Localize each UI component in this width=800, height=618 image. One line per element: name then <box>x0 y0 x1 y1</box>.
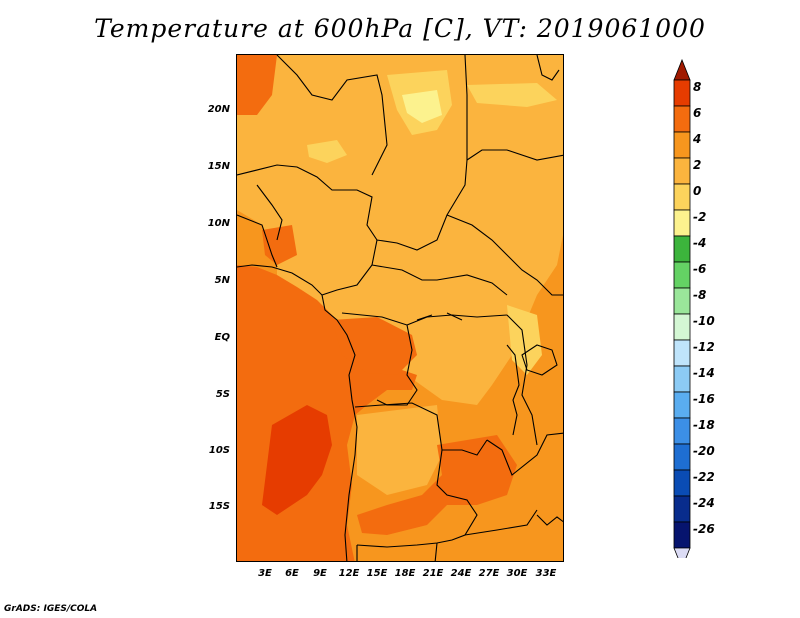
y-tick-label: 10S <box>208 445 230 456</box>
colorbar-tick-label: -14 <box>693 366 715 380</box>
colorbar-tick-label: -12 <box>693 340 715 354</box>
field-0-to-2-c <box>467 83 557 107</box>
colorbar-segment <box>673 521 691 549</box>
colorbar-tick-label: 2 <box>693 158 702 172</box>
border-east <box>466 149 563 161</box>
colorbar-tick-label: 0 <box>693 184 702 198</box>
field-0-to-2-b <box>307 140 347 163</box>
temperature-field-map <box>237 55 563 561</box>
colorbar-segment <box>673 131 691 159</box>
colorbar-segment <box>673 313 691 341</box>
colorbar-segment <box>673 443 691 471</box>
border-zambia-south <box>464 509 538 536</box>
colorbar-segment <box>673 183 691 211</box>
x-tick-label: 27E <box>478 568 500 579</box>
x-tick-label: 3E <box>258 568 272 579</box>
colorbar-tick-label: 6 <box>693 106 702 120</box>
border-drc-east <box>506 314 538 446</box>
x-tick-label: 6E <box>285 568 299 579</box>
y-tick-label: 15S <box>208 501 230 512</box>
field-4-to-6-e <box>237 55 277 115</box>
colorbar-segment <box>673 235 691 263</box>
y-tick-label: 20N <box>207 104 230 115</box>
field-4-to-6-d <box>262 225 297 265</box>
x-tick-label: 24E <box>450 568 472 579</box>
border-angola-drc <box>354 402 488 456</box>
y-tick-label: 5S <box>215 389 230 400</box>
colorbar-segment <box>673 365 691 393</box>
border-car <box>371 264 508 296</box>
y-tick-label: EQ <box>214 332 230 343</box>
colorbar-tick-label: 4 <box>693 132 702 146</box>
colorbar-tick-label: -18 <box>693 418 715 432</box>
colorbar-segment <box>673 157 691 185</box>
y-tick-label: 15N <box>207 161 230 172</box>
lake-tanganyika <box>506 344 520 436</box>
chart-title: Temperature at 600hPa [C], VT: 201906100… <box>94 14 706 43</box>
coastline <box>237 264 358 561</box>
border-sudan-south <box>446 214 563 296</box>
x-tick-label: 12E <box>338 568 360 579</box>
x-tick-label: 33E <box>535 568 557 579</box>
colorbar-tick-label: -20 <box>693 444 715 458</box>
x-tick-label: 15E <box>366 568 388 579</box>
credit-text: GrADS: IGES/COLA <box>4 604 98 614</box>
colorbar-bottom-arrow <box>673 547 691 558</box>
border-car-west <box>321 239 378 296</box>
x-tick-label: 21E <box>422 568 444 579</box>
border-zambia <box>486 432 563 476</box>
dashed-border <box>416 312 463 321</box>
colorbar-segment <box>673 209 691 237</box>
colorbar-segment <box>673 79 691 107</box>
border-nigeria <box>256 184 283 241</box>
map-plot-area <box>236 54 564 562</box>
colorbar-segment <box>673 105 691 133</box>
x-tick-label: 9E <box>313 568 327 579</box>
field-6-to-8 <box>262 405 332 515</box>
border-congo <box>341 312 418 406</box>
border-mozambique <box>536 514 563 526</box>
colorbar-tick-label: -8 <box>693 288 707 302</box>
border-namibia-bw <box>434 542 438 561</box>
lake-victoria <box>521 344 558 376</box>
colorbar-segment <box>673 287 691 315</box>
field-neg2-to-0 <box>402 90 442 123</box>
colorbar-tick-label: -10 <box>693 314 715 328</box>
colorbar-tick-label: -4 <box>693 236 707 250</box>
colorbar-segment <box>673 495 691 523</box>
colorbar-tick-label: -26 <box>693 522 715 536</box>
y-tick-label: 5N <box>214 275 230 286</box>
colorbar-tick-label: -6 <box>693 262 707 276</box>
x-tick-label: 30E <box>506 568 528 579</box>
colorbar-segment <box>673 391 691 419</box>
x-tick-label: 18E <box>394 568 416 579</box>
y-tick-label: 10N <box>207 218 230 229</box>
colorbar-segment <box>673 261 691 289</box>
coast-redsea <box>536 55 560 81</box>
colorbar-tick-label: -24 <box>693 496 715 510</box>
border-wa <box>237 214 278 268</box>
border-sahara <box>276 55 388 176</box>
colorbar-segment <box>673 469 691 497</box>
colorbar-segment <box>673 339 691 367</box>
field-2-to-4-south <box>357 405 442 495</box>
colorbar-top-arrow <box>673 58 691 81</box>
colorbar-tick-label: -22 <box>693 470 715 484</box>
colorbar-tick-label: -16 <box>693 392 715 406</box>
colorbar-segment <box>673 417 691 445</box>
colorbar-tick-label: -2 <box>693 210 707 224</box>
boundaries <box>237 55 563 561</box>
colorbar <box>673 58 691 558</box>
colorbar-tick-label: 8 <box>693 80 702 94</box>
